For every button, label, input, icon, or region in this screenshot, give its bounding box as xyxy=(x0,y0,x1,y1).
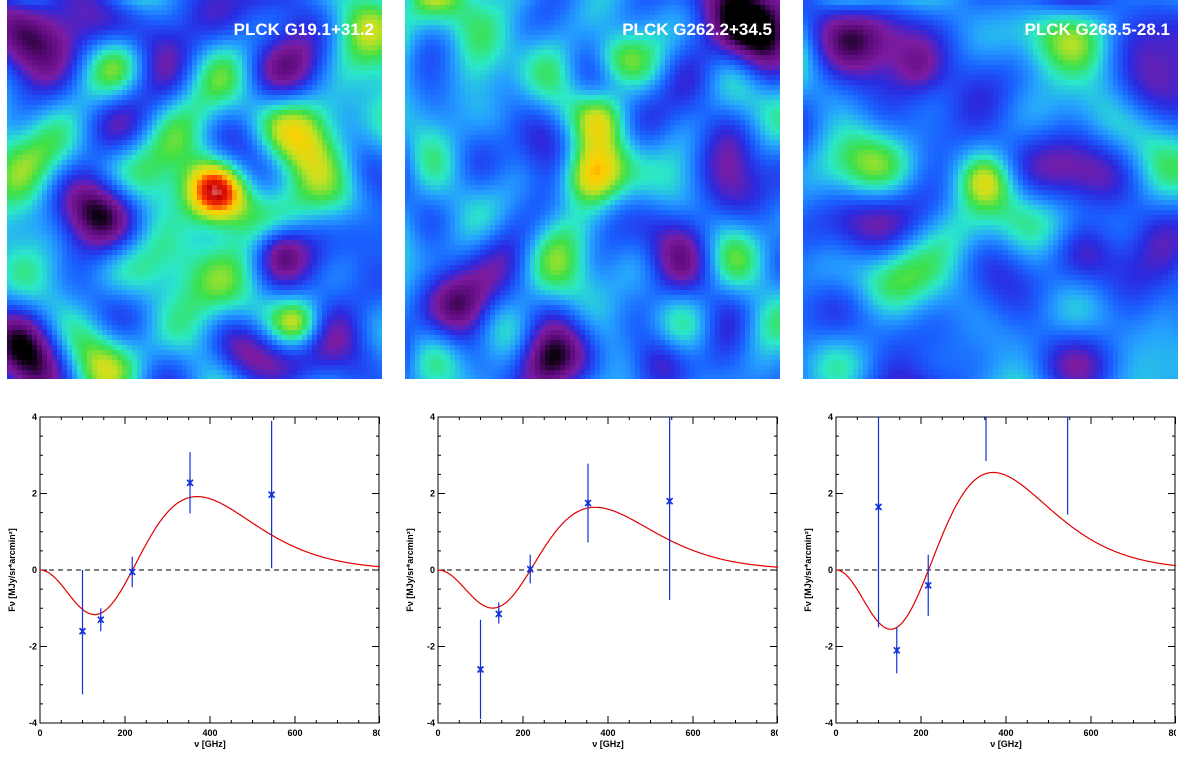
map-title-3: PLCK G268.5-28.1 xyxy=(1024,20,1170,40)
data-point xyxy=(925,582,931,589)
x-tick-label: 0 xyxy=(833,728,838,738)
spectrum-panel-2: 0 200 400 600 800 -4 -2 0 2 4 ν [GHz] Fν [MJy/sr*ar… xyxy=(398,400,778,757)
map-title-2: PLCK G262.2+34.5 xyxy=(622,20,772,40)
x-tick-label: 800 xyxy=(372,728,380,738)
data-point xyxy=(876,503,882,510)
y-tick-label: -2 xyxy=(825,642,833,652)
x-axis-label: ν [GHz] xyxy=(194,739,226,749)
map-pixels xyxy=(405,0,780,379)
y-tick-label: -2 xyxy=(29,642,37,652)
map-image-1 xyxy=(7,0,382,379)
x-tick-label: 600 xyxy=(287,728,302,738)
x-tick-label: 800 xyxy=(770,728,778,738)
data-point xyxy=(98,616,104,623)
y-tick-label: -4 xyxy=(29,718,37,728)
map-pixels xyxy=(803,0,1178,379)
y-axis-label: Fν [MJy/sr*arcmin²] xyxy=(405,528,415,612)
x-tick-label: 600 xyxy=(1083,728,1098,738)
data-point xyxy=(478,666,484,673)
y-axis-label: Fν [MJy/sr*arcmin²] xyxy=(803,528,813,612)
spectrum-panel-1: 0 200 400 600 800 -4 -2 0 2 4 ν [GHz] Fν [MJy/sr*ar… xyxy=(0,400,380,757)
data-point xyxy=(496,610,502,617)
data-point xyxy=(527,566,533,573)
data-point xyxy=(269,491,275,498)
sz-model-curve xyxy=(438,507,778,608)
spectrum-plot-3: 0 200 400 600 800 -4 -2 0 2 4 ν [GHz] Fν [MJy/sr*ar… xyxy=(796,400,1176,757)
data-point xyxy=(585,500,591,507)
x-tick-label: 600 xyxy=(685,728,700,738)
y-tick-label: 4 xyxy=(828,412,833,422)
spectrum-plot-1: 0 200 400 600 800 -4 -2 0 2 4 ν [GHz] Fν [MJy/sr*ar… xyxy=(0,400,380,757)
data-point xyxy=(667,498,673,505)
spectrum-plot-2: 0 200 400 600 800 -4 -2 0 2 4 ν [GHz] Fν [MJy/sr*ar… xyxy=(398,400,778,757)
sz-model-curve xyxy=(40,497,380,615)
y-tick-label: 0 xyxy=(32,565,37,575)
x-axis-label: ν [GHz] xyxy=(990,739,1022,749)
y-tick-label: 2 xyxy=(430,489,435,499)
y-tick-label: 2 xyxy=(828,489,833,499)
x-tick-label: 200 xyxy=(913,728,928,738)
x-tick-label: 0 xyxy=(435,728,440,738)
map-title-1: PLCK G19.1+31.2 xyxy=(234,20,374,40)
x-tick-label: 400 xyxy=(202,728,217,738)
x-tick-label: 400 xyxy=(998,728,1013,738)
map-panel-1: PLCK G19.1+31.2 xyxy=(7,0,382,379)
y-tick-label: 0 xyxy=(430,565,435,575)
map-panel-2: PLCK G262.2+34.5 xyxy=(405,0,780,379)
x-tick-label: 400 xyxy=(600,728,615,738)
y-tick-label: 0 xyxy=(828,565,833,575)
x-tick-label: 800 xyxy=(1168,728,1176,738)
x-axis-label: ν [GHz] xyxy=(592,739,624,749)
y-tick-label: 2 xyxy=(32,489,37,499)
data-point xyxy=(129,568,135,575)
y-axis-label: Fν [MJy/sr*arcmin²] xyxy=(7,528,17,612)
map-pixels xyxy=(7,0,382,379)
data-point xyxy=(80,628,86,635)
sz-model-curve xyxy=(836,473,1176,630)
map-image-3 xyxy=(803,0,1178,379)
y-tick-label: 4 xyxy=(430,412,435,422)
data-point xyxy=(894,647,900,654)
map-panel-3: PLCK G268.5-28.1 xyxy=(803,0,1178,379)
y-tick-label: -4 xyxy=(825,718,833,728)
y-tick-label: -4 xyxy=(427,718,435,728)
y-tick-label: 4 xyxy=(32,412,37,422)
y-tick-label: -2 xyxy=(427,642,435,652)
x-tick-label: 200 xyxy=(117,728,132,738)
x-tick-label: 0 xyxy=(37,728,42,738)
map-image-2 xyxy=(405,0,780,379)
x-tick-label: 200 xyxy=(515,728,530,738)
spectrum-panel-3: 0 200 400 600 800 -4 -2 0 2 4 ν [GHz] Fν [MJy/sr*ar… xyxy=(796,400,1176,757)
data-point xyxy=(187,479,193,486)
